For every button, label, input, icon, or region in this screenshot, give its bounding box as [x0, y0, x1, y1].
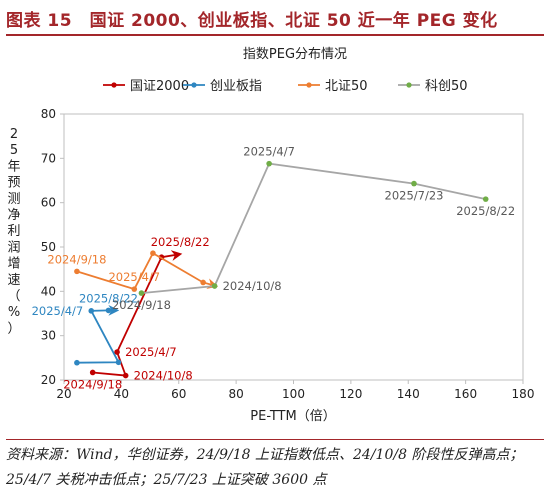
y-axis-title-char: 测: [7, 192, 20, 207]
legend-label: 创业板指: [210, 79, 262, 94]
data-point: [266, 160, 272, 167]
legend-label: 科创50: [425, 79, 468, 94]
y-axis-title-char: 利: [7, 224, 20, 239]
x-tick-label: 20: [56, 387, 71, 401]
series-layer: [74, 160, 489, 379]
data-point: [122, 372, 129, 379]
y-axis-title-char: ）: [7, 321, 20, 336]
y-axis-title-char: 2: [10, 127, 18, 142]
data-point: [115, 359, 122, 366]
data-point: [74, 359, 80, 366]
peg-chart: 指数PEG分布情况 国证2000 创业板指 北证50 科创50 20 40 60 80 100…: [7, 47, 535, 424]
data-label: 2025/8/22: [79, 291, 138, 305]
data-label: 2024/10/8: [134, 369, 193, 383]
x-tick-label: 120: [339, 387, 362, 401]
x-tick-label: 60: [171, 387, 186, 401]
data-label: 2025/4/7: [125, 345, 177, 359]
legend-label: 北证50: [325, 79, 368, 94]
data-point: [150, 250, 156, 257]
y-axis-title-char: 年: [7, 159, 20, 174]
data-label: 2025/4/7: [32, 304, 84, 318]
figure-title: 图表 15 国证 2000、创业板指、北证 50 近一年 PEG 变化: [6, 11, 498, 31]
y-tick-label: 50: [41, 240, 56, 254]
label-layer: 2024/9/182024/10/82025/4/72025/8/222025/…: [32, 145, 516, 392]
y-axis-title-char: 预: [7, 176, 20, 191]
y-tick-label: 70: [41, 151, 56, 165]
y-axis-title-char: 速: [7, 273, 20, 288]
data-point: [105, 307, 112, 314]
y-axis-title-char: 5: [10, 143, 18, 158]
source-note: 资料来源：Wind，华创证券，24/9/18 上证指数低点、24/10/8 阶段…: [6, 447, 524, 488]
y-axis-title-char: 增: [7, 257, 20, 272]
y-tick-label: 60: [41, 196, 56, 210]
y-axis-title-char: （: [7, 289, 20, 304]
y-axis-title-char: %: [8, 305, 20, 320]
data-point: [200, 279, 206, 286]
data-label: 2024/9/18: [112, 298, 171, 312]
data-label: 2025/8/22: [456, 204, 515, 218]
data-label: 2024/9/18: [63, 377, 122, 391]
data-point: [138, 290, 145, 296]
legend: 国证2000 创业板指 北证50 科创50: [103, 79, 468, 94]
legend-marker: [111, 82, 117, 88]
legend-label: 国证2000: [130, 79, 189, 94]
data-point: [89, 369, 96, 376]
x-tick-label: 160: [454, 387, 477, 401]
data-point: [131, 286, 138, 292]
data-label: 2025/7/23: [385, 189, 444, 203]
legend-marker: [406, 82, 412, 88]
data-label: 2024/10/8: [223, 279, 282, 293]
data-point: [74, 268, 80, 275]
series-line: [76, 304, 120, 364]
legend-marker: [191, 82, 197, 88]
x-tick-label: 100: [282, 387, 305, 401]
x-tick-label: 140: [397, 387, 420, 401]
series-line: [141, 162, 486, 295]
x-axis-title: PE-TTM（倍）: [250, 409, 335, 424]
data-label: 2025/8/22: [151, 235, 210, 249]
y-tick-label: 80: [41, 107, 56, 121]
data-point: [411, 180, 417, 187]
data-label: 2025/4/7: [243, 145, 295, 159]
y-axis-title-char: 净: [7, 208, 20, 223]
x-tick-label: 180: [512, 387, 535, 401]
data-point: [114, 349, 120, 355]
source-rule: [6, 439, 544, 440]
title-rule: [6, 34, 544, 36]
data-label: 2024/9/18: [47, 252, 106, 266]
data-point: [482, 196, 489, 202]
chart-title: 指数PEG分布情况: [243, 47, 347, 62]
data-label: 2025/4/7: [108, 270, 160, 284]
legend-marker: [306, 82, 312, 88]
axes: 20 40 60 80 100 120 140 160 180 20 30 40 50 60 70 80: [41, 107, 535, 401]
y-tick-label: 20: [41, 373, 56, 387]
data-point: [88, 308, 95, 314]
x-tick-label: 40: [114, 387, 129, 401]
x-tick-label: 80: [228, 387, 243, 401]
data-point: [211, 283, 218, 289]
y-axis-title-char: 润: [7, 240, 20, 255]
y-tick-label: 30: [41, 329, 56, 343]
y-tick-label: 40: [41, 284, 56, 298]
